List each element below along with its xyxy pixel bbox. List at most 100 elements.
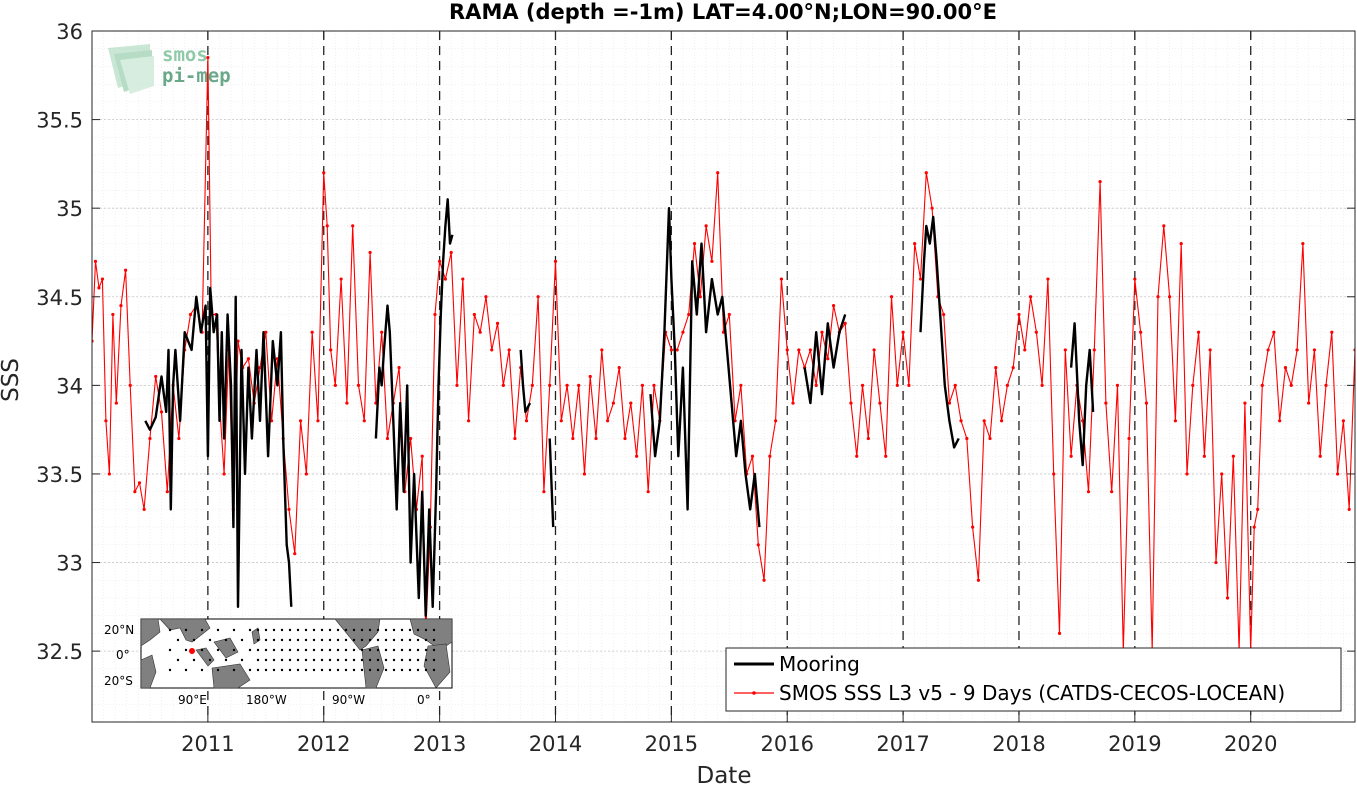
smos-point <box>1324 383 1328 387</box>
buoy-dot <box>344 658 348 662</box>
buoy-dot <box>216 628 220 632</box>
mooring-series-line <box>374 198 454 617</box>
buoy-dot <box>392 628 396 632</box>
inset-map: 20°N 0° 20°S 90°E 180°W 90°W 0° <box>104 618 453 707</box>
buoy-dot <box>296 648 300 652</box>
buoy-dot <box>304 668 308 672</box>
smos-point <box>1191 383 1195 387</box>
buoy-dot <box>336 658 340 662</box>
smos-point <box>1278 419 1282 423</box>
buoy-dot <box>200 668 204 672</box>
smos-point <box>148 436 152 441</box>
buoy-dot <box>264 628 268 632</box>
smos-point <box>826 357 830 361</box>
smos-point <box>1252 525 1256 529</box>
buoy-dot <box>344 648 348 652</box>
smos-point <box>1046 277 1050 281</box>
buoy-dot <box>288 628 292 632</box>
buoy-dot <box>424 648 428 652</box>
buoy-dot <box>376 638 380 642</box>
smos-point <box>1225 596 1230 600</box>
buoy-dot <box>248 628 252 632</box>
buoy-dot <box>432 628 436 632</box>
smos-point <box>154 374 158 379</box>
buoy-dot <box>256 648 260 652</box>
smos-point <box>1272 330 1276 334</box>
smos-point <box>953 383 957 387</box>
map-lat-label-20s: 20°S <box>104 674 133 688</box>
smos-point <box>1034 330 1038 334</box>
mooring-location-marker <box>189 648 195 654</box>
y-tick-label: 32.5 <box>36 640 83 664</box>
buoy-dot <box>272 628 276 632</box>
smos-point <box>652 383 656 387</box>
buoy-dot <box>240 658 244 662</box>
buoy-dot <box>408 638 412 642</box>
x-tick-label: 2017 <box>876 732 929 756</box>
buoy-dot <box>312 648 316 652</box>
smos-point <box>565 383 569 387</box>
buoy-dot <box>304 658 308 662</box>
smos-point <box>687 312 691 317</box>
buoy-dot <box>368 658 372 662</box>
legend-mooring-label: Mooring <box>779 652 860 676</box>
buoy-dot <box>280 638 284 642</box>
buoy-dot <box>296 638 300 642</box>
x-tick-label: 2013 <box>413 732 466 756</box>
smos-point <box>756 543 760 547</box>
buoy-dot <box>416 638 420 642</box>
smos-point <box>548 383 552 387</box>
smos-point <box>325 224 329 228</box>
smos-point <box>860 383 865 387</box>
buoy-dot <box>376 648 380 652</box>
buoy-dot <box>368 668 372 672</box>
smos-point <box>1208 348 1212 352</box>
smos-point <box>1092 348 1096 352</box>
smos-point <box>617 366 621 370</box>
smos-point <box>287 507 291 511</box>
smos-point <box>298 419 303 423</box>
smos-point <box>913 242 917 246</box>
smos-point <box>1086 490 1091 494</box>
smos-point <box>1289 383 1293 387</box>
smos-point <box>1173 419 1177 423</box>
smos-point <box>762 578 766 582</box>
buoy-dot <box>296 658 300 662</box>
buoy-dot <box>320 628 324 632</box>
smos-point <box>831 304 836 308</box>
smos-point <box>797 348 801 352</box>
smos-point <box>1133 277 1137 281</box>
buoy-dot <box>384 658 388 662</box>
smos-point <box>727 312 731 317</box>
mooring-series-line <box>919 215 960 449</box>
smos-point <box>1115 383 1120 387</box>
smos-point <box>536 295 540 299</box>
smos-point <box>222 472 226 476</box>
buoy-dot <box>432 658 436 662</box>
map-lat-label-0: 0° <box>116 648 130 662</box>
smos-point <box>1185 472 1189 476</box>
smos-point <box>872 348 876 352</box>
series-layer <box>92 55 1355 653</box>
mooring-series-line <box>144 286 293 608</box>
smos-point <box>397 366 401 370</box>
buoy-dot <box>304 648 308 652</box>
buoy-dot <box>352 638 356 642</box>
smos-point <box>808 348 813 352</box>
x-tick-label: 2020 <box>1224 732 1277 756</box>
buoy-dot <box>432 668 436 672</box>
buoy-dot <box>312 668 316 672</box>
smos-point <box>409 436 413 441</box>
smos-point <box>750 454 755 458</box>
smos-point <box>119 304 123 308</box>
smos-point <box>785 348 789 352</box>
buoy-dot <box>304 638 308 642</box>
buoy-dot <box>232 668 236 672</box>
smos-point <box>1063 348 1067 352</box>
smos-point <box>692 242 697 246</box>
smos-point <box>791 401 795 405</box>
smos-point <box>310 330 314 334</box>
smos-point <box>878 401 882 405</box>
smos-point <box>1098 180 1102 184</box>
smos-point <box>1052 472 1056 476</box>
